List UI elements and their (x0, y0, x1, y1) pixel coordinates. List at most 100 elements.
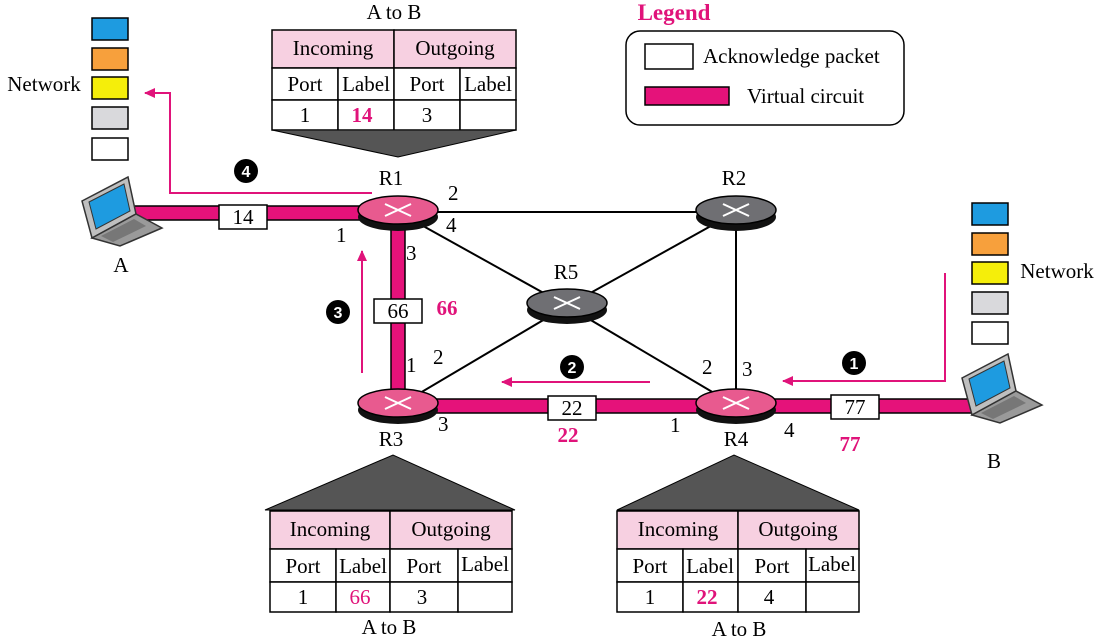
link-r2-r5 (566, 211, 737, 307)
stack-layer (91, 47, 129, 71)
table-r4: Incoming Outgoing Port Label Port Label … (616, 454, 860, 641)
router-r3: R3 (357, 388, 439, 451)
stack-layer (91, 76, 129, 100)
stack-layer (971, 321, 1009, 345)
port-r3-1: 1 (406, 353, 417, 377)
step-badge-4 (234, 159, 258, 183)
port-r1-4: 4 (446, 213, 457, 237)
col-header: Label (339, 554, 387, 578)
port-r1-2: 2 (448, 181, 459, 205)
arrow-step-4 (144, 88, 372, 194)
protocol-stack-a (91, 17, 129, 161)
col-header: Label (464, 72, 512, 96)
legend-title: Legend (638, 0, 711, 25)
col-header: Port (406, 554, 441, 578)
table-title: A to B (362, 615, 417, 639)
legend-ack-swatch (644, 43, 694, 70)
packet-22 (547, 395, 597, 421)
incoming-header: Incoming (638, 517, 719, 541)
router-cross-icon (722, 203, 750, 217)
link-r1-r5 (397, 211, 568, 307)
col-header: Port (754, 554, 789, 578)
stack-layer (971, 261, 1009, 285)
host-a: A Network (7, 17, 164, 277)
table-r3: Incoming Outgoing Port Label Port Label … (264, 454, 516, 639)
host-a-label: A (113, 253, 129, 277)
incoming-header: Incoming (290, 517, 371, 541)
label-tag-66: 66 (437, 296, 458, 320)
table-title: A to B (367, 0, 422, 24)
router-label: R1 (379, 166, 404, 190)
stack-layer (971, 202, 1009, 226)
stack-layer (971, 232, 1009, 256)
cell-in-label: 66 (350, 585, 371, 609)
router-label: R3 (379, 427, 404, 451)
label-tag-77: 77 (840, 432, 861, 456)
stack-layer (91, 17, 129, 41)
cell-in-label: 22 (697, 585, 718, 609)
host-b-label: B (987, 449, 1001, 473)
legend-circuit-label: Virtual circuit (747, 84, 864, 108)
legend-ack-label: Acknowledge packet (703, 44, 880, 68)
step-badge-3 (326, 300, 350, 324)
legend-circuit-swatch (644, 86, 730, 106)
table-header-outgoing (393, 29, 517, 69)
packets: 14 66 66 22 22 77 77 (218, 204, 880, 456)
cell-in-label: 14 (352, 103, 374, 127)
router-cross-icon (722, 396, 750, 410)
laptop-icon (961, 352, 1044, 424)
packet-77 (830, 394, 880, 420)
router-cross-icon (384, 203, 412, 217)
port-r4-4: 4 (784, 418, 795, 442)
table-pointer (616, 454, 860, 511)
router-cross-icon (553, 296, 581, 310)
col-header: Port (287, 72, 322, 96)
cell-in-port: 1 (645, 585, 656, 609)
cell-out-port: 3 (417, 585, 428, 609)
step-badges: 1 2 3 4 (234, 159, 866, 379)
port-r1-1: 1 (336, 223, 347, 247)
router-label: R2 (722, 166, 747, 190)
router-cross-icon (384, 396, 412, 410)
host-b: B Network (961, 202, 1094, 473)
cell-in-port: 1 (300, 103, 311, 127)
step-badge-3-label: 3 (334, 305, 343, 322)
router-r4: R4 (695, 388, 777, 451)
stack-layer (91, 137, 129, 161)
incoming-header: Incoming (293, 36, 374, 60)
packet-14-label: 14 (233, 205, 255, 229)
label-tag-22: 22 (558, 423, 579, 447)
protocol-stack-b (971, 202, 1009, 345)
col-header: Port (285, 554, 320, 578)
col-header: Label (808, 552, 856, 576)
router-r5: R5 (526, 260, 608, 324)
port-r3-2: 2 (433, 345, 444, 369)
col-header: Port (409, 72, 444, 96)
table-header-incoming (271, 29, 395, 69)
table-r1: A to B Incoming Outgoing Port Label Port… (271, 0, 517, 158)
step-badge-2 (560, 355, 584, 379)
router-r2: R2 (695, 166, 777, 231)
step-badge-1-label: 1 (850, 356, 859, 373)
router-label: R4 (724, 427, 749, 451)
stack-layer (91, 106, 129, 130)
packet-66-label: 66 (388, 299, 409, 323)
col-header: Label (686, 554, 734, 578)
packet-22-label: 22 (562, 396, 583, 420)
packet-77-label: 77 (845, 395, 866, 419)
arrow-step-1 (782, 273, 946, 386)
table-header-incoming (269, 510, 391, 550)
step-badge-2-label: 2 (568, 360, 577, 377)
table-title: A to B (712, 617, 767, 641)
router-label: R5 (554, 260, 579, 284)
cell-out-port: 3 (422, 103, 433, 127)
outgoing-header: Outgoing (415, 36, 495, 60)
router-r1: R1 (357, 166, 439, 231)
col-header: Port (632, 554, 667, 578)
port-labels: 1 2 3 4 1 2 3 1 2 3 4 (336, 181, 795, 442)
packet-14 (218, 204, 268, 230)
stack-a-network-label: Network (7, 72, 81, 96)
outgoing-header: Outgoing (411, 517, 491, 541)
